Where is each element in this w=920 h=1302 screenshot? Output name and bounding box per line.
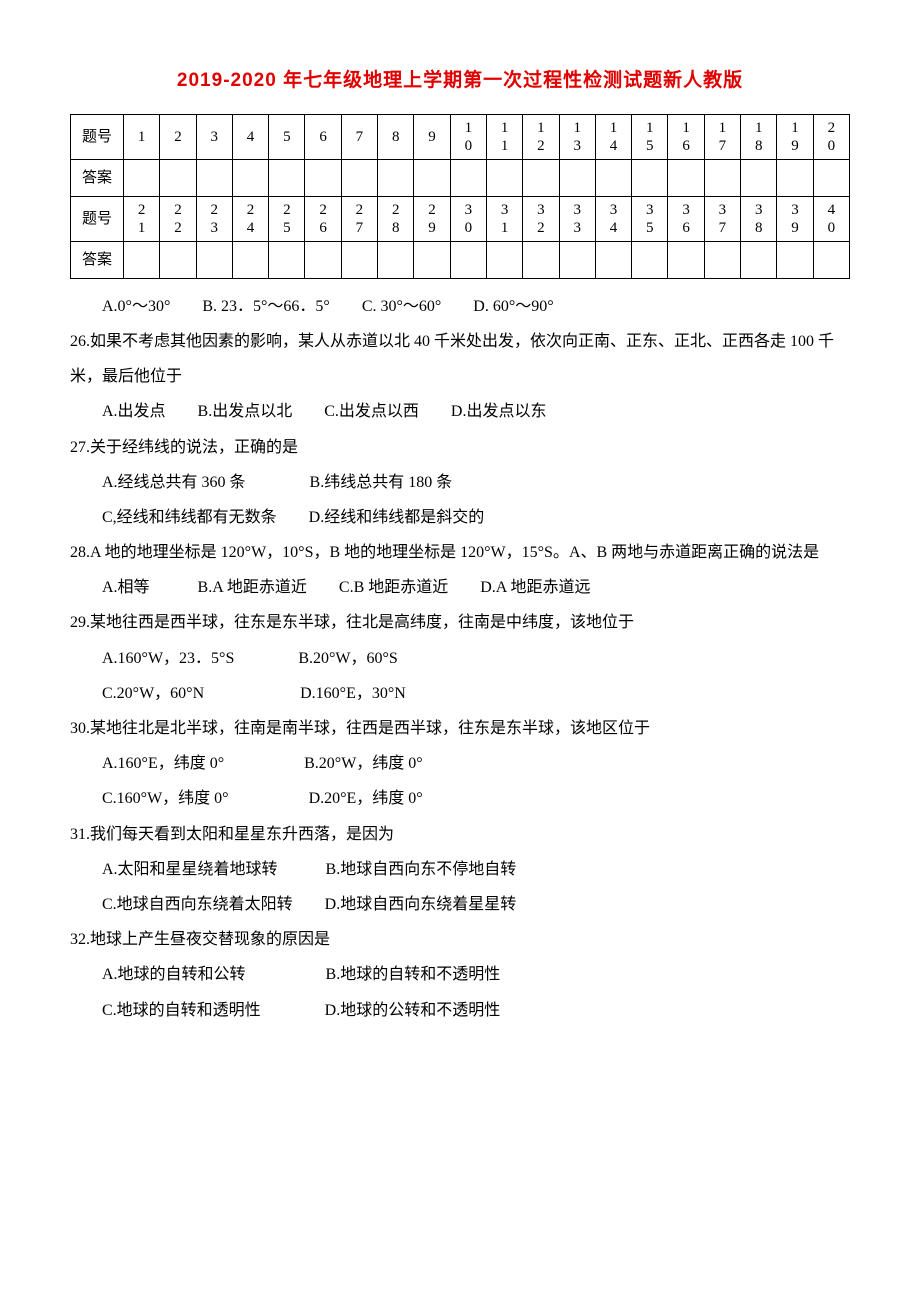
table-row: 答案 bbox=[71, 159, 850, 196]
cell: 7 bbox=[341, 114, 377, 159]
cell: 23 bbox=[196, 196, 232, 241]
row-label: 题号 bbox=[71, 114, 124, 159]
q30-options-b: C.160°W，纬度 0° D.20°E，纬度 0° bbox=[70, 781, 850, 816]
cell: 14 bbox=[595, 114, 631, 159]
cell: 31 bbox=[486, 196, 522, 241]
cell: 37 bbox=[704, 196, 740, 241]
cell: 36 bbox=[668, 196, 704, 241]
row-label: 答案 bbox=[71, 241, 124, 278]
cell: 40 bbox=[813, 196, 849, 241]
q27-options-a: A.经线总共有 360 条 B.纬线总共有 180 条 bbox=[70, 465, 850, 500]
cell: 1 bbox=[124, 114, 160, 159]
q29-options-a: A.160°W，23．5°S B.20°W，60°S bbox=[70, 641, 850, 676]
cell: 2 bbox=[160, 114, 196, 159]
row-label: 答案 bbox=[71, 159, 124, 196]
table-row: 题号 21 22 23 24 25 26 27 28 29 30 31 32 3… bbox=[71, 196, 850, 241]
cell: 6 bbox=[305, 114, 341, 159]
q30-options-a: A.160°E，纬度 0° B.20°W，纬度 0° bbox=[70, 746, 850, 781]
cell: 22 bbox=[160, 196, 196, 241]
q28-options: A.相等 B.A 地距赤道近 C.B 地距赤道近 D.A 地距赤道远 bbox=[70, 570, 850, 605]
cell: 12 bbox=[523, 114, 559, 159]
cell: 35 bbox=[632, 196, 668, 241]
q31-options-a: A.太阳和星星绕着地球转 B.地球自西向东不停地自转 bbox=[70, 852, 850, 887]
page-title: 2019-2020 年七年级地理上学期第一次过程性检测试题新人教版 bbox=[70, 60, 850, 102]
cell: 33 bbox=[559, 196, 595, 241]
table-row: 题号 1 2 3 4 5 6 7 8 9 10 11 12 13 14 15 1… bbox=[71, 114, 850, 159]
cell: 16 bbox=[668, 114, 704, 159]
cell: 34 bbox=[595, 196, 631, 241]
row-label: 题号 bbox=[71, 196, 124, 241]
cell: 3 bbox=[196, 114, 232, 159]
q26: 26.如果不考虑其他因素的影响，某人从赤道以北 40 千米处出发，依次向正南、正… bbox=[70, 324, 850, 394]
answer-table: 题号 1 2 3 4 5 6 7 8 9 10 11 12 13 14 15 1… bbox=[70, 114, 850, 279]
cell: 15 bbox=[632, 114, 668, 159]
q32: 32.地球上产生昼夜交替现象的原因是 bbox=[70, 922, 850, 957]
cell: 21 bbox=[124, 196, 160, 241]
cell: 38 bbox=[741, 196, 777, 241]
cell: 4 bbox=[232, 114, 268, 159]
q25-options: A.0°～30° B. 23．5°～66．5° C. 30°～60° D. 60… bbox=[70, 289, 850, 324]
cell: 9 bbox=[414, 114, 450, 159]
cell: 11 bbox=[486, 114, 522, 159]
q28: 28.A 地的地理坐标是 120°W，10°S，B 地的地理坐标是 120°W，… bbox=[70, 535, 850, 570]
cell: 39 bbox=[777, 196, 813, 241]
q30: 30.某地往北是北半球，往南是南半球，往西是西半球，往东是东半球，该地区位于 bbox=[70, 711, 850, 746]
q26-options: A.出发点 B.出发点以北 C.出发点以西 D.出发点以东 bbox=[70, 394, 850, 429]
cell: 25 bbox=[269, 196, 305, 241]
cell: 18 bbox=[741, 114, 777, 159]
cell: 29 bbox=[414, 196, 450, 241]
q31-options-b: C.地球自西向东绕着太阳转 D.地球自西向东绕着星星转 bbox=[70, 887, 850, 922]
cell: 27 bbox=[341, 196, 377, 241]
q27: 27.关于经纬线的说法，正确的是 bbox=[70, 430, 850, 465]
cell: 20 bbox=[813, 114, 849, 159]
cell: 32 bbox=[523, 196, 559, 241]
q29-options-b: C.20°W，60°N D.160°E，30°N bbox=[70, 676, 850, 711]
cell: 24 bbox=[232, 196, 268, 241]
q32-options-a: A.地球的自转和公转 B.地球的自转和不透明性 bbox=[70, 957, 850, 992]
cell: 28 bbox=[378, 196, 414, 241]
cell: 8 bbox=[378, 114, 414, 159]
cell: 19 bbox=[777, 114, 813, 159]
cell: 10 bbox=[450, 114, 486, 159]
cell: 26 bbox=[305, 196, 341, 241]
table-row: 答案 bbox=[71, 241, 850, 278]
q27-options-b: C,经线和纬线都有无数条 D.经线和纬线都是斜交的 bbox=[70, 500, 850, 535]
cell: 13 bbox=[559, 114, 595, 159]
q29: 29.某地往西是西半球，往东是东半球，往北是高纬度，往南是中纬度，该地位于 bbox=[70, 605, 850, 640]
q31: 31.我们每天看到太阳和星星东升西落，是因为 bbox=[70, 817, 850, 852]
cell: 5 bbox=[269, 114, 305, 159]
q32-options-b: C.地球的自转和透明性 D.地球的公转和不透明性 bbox=[70, 993, 850, 1028]
cell: 30 bbox=[450, 196, 486, 241]
cell: 17 bbox=[704, 114, 740, 159]
